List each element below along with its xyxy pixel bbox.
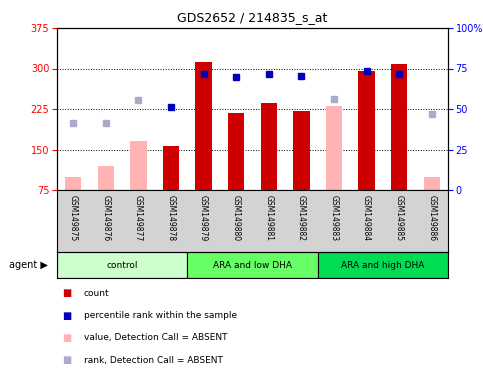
Text: agent ▶: agent ▶ [9, 260, 47, 270]
Bar [98, 166, 114, 190]
Text: GSM149878: GSM149878 [167, 195, 175, 241]
Text: GSM149876: GSM149876 [101, 195, 111, 241]
Bar [187, 252, 318, 278]
Text: GSM149875: GSM149875 [69, 195, 78, 241]
Text: ■: ■ [62, 311, 71, 321]
Bar [163, 146, 179, 190]
Text: GSM149884: GSM149884 [362, 195, 371, 241]
Text: rank, Detection Call = ABSENT: rank, Detection Call = ABSENT [84, 356, 223, 365]
Text: value, Detection Call = ABSENT: value, Detection Call = ABSENT [84, 333, 227, 343]
Text: GSM149877: GSM149877 [134, 195, 143, 241]
Bar [318, 252, 448, 278]
Text: ARA and high DHA: ARA and high DHA [341, 260, 425, 270]
Text: GSM149886: GSM149886 [427, 195, 436, 241]
Bar [261, 103, 277, 190]
Bar [130, 141, 147, 190]
Text: ■: ■ [62, 288, 71, 298]
Bar [293, 111, 310, 190]
Text: GSM149880: GSM149880 [232, 195, 241, 241]
Bar [57, 252, 187, 278]
Text: percentile rank within the sample: percentile rank within the sample [84, 311, 237, 320]
Text: GSM149879: GSM149879 [199, 195, 208, 241]
Text: ■: ■ [62, 355, 71, 365]
Text: control: control [106, 260, 138, 270]
Bar [196, 62, 212, 190]
Text: ■: ■ [62, 333, 71, 343]
Text: count: count [84, 289, 109, 298]
Text: GSM149885: GSM149885 [395, 195, 404, 241]
Bar [326, 106, 342, 190]
Bar [358, 71, 375, 190]
Bar [228, 113, 244, 190]
Text: GSM149881: GSM149881 [264, 195, 273, 241]
Text: GDS2652 / 214835_s_at: GDS2652 / 214835_s_at [177, 11, 327, 24]
Bar [391, 64, 407, 190]
Bar [65, 177, 82, 190]
Bar [424, 177, 440, 190]
Text: GSM149882: GSM149882 [297, 195, 306, 241]
Text: ARA and low DHA: ARA and low DHA [213, 260, 292, 270]
Text: GSM149883: GSM149883 [329, 195, 339, 241]
